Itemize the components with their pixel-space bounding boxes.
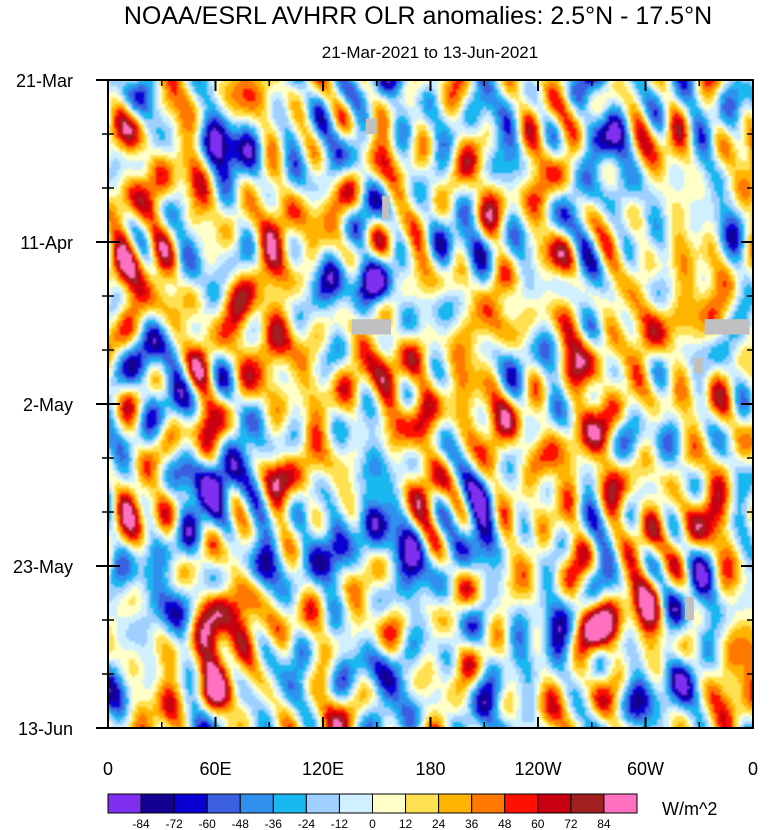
colorbar-swatch [173, 793, 208, 814]
colorbar-swatch [272, 793, 307, 814]
colorbar-swatch [471, 793, 506, 814]
colorbar-level-label: 0 [369, 817, 376, 830]
colorbar-level-label: -72 [165, 817, 183, 830]
y-tick-label: 23-May [13, 557, 73, 577]
colorbar-swatch [140, 793, 175, 814]
colorbar-swatch [504, 793, 539, 814]
y-tick-label: 2-May [23, 395, 73, 415]
colorbar-swatch [438, 793, 473, 814]
colorbar-level-label: 24 [432, 817, 446, 830]
colorbar-level-label: 72 [564, 817, 578, 830]
x-tick-label: 0 [103, 759, 113, 779]
x-tick-label: 0 [748, 759, 758, 779]
chart-subtitle: 21-Mar-2021 to 13-Jun-2021 [322, 43, 538, 62]
heatmap-image [108, 80, 753, 728]
colorbar-level-label: -24 [298, 817, 316, 830]
colorbar-level-label: 84 [597, 817, 611, 830]
x-tick-label: 60W [627, 759, 664, 779]
colorbar-level-label: 48 [498, 817, 512, 830]
colorbar-level-label: 36 [465, 817, 479, 830]
colorbar-units: W/m^2 [662, 799, 717, 819]
missing-data-patch [693, 357, 703, 374]
colorbar-level-label: -48 [232, 817, 250, 830]
chart-title: NOAA/ESRL AVHRR OLR anomalies: 2.5°N - 1… [124, 2, 712, 30]
y-tick-label: 21-Mar [16, 71, 73, 91]
x-tick-label: 180 [415, 759, 445, 779]
y-axis-labels: 21-Mar 11-Apr 2-May 23-May 13-Jun [13, 71, 73, 739]
missing-data-patch [351, 319, 392, 335]
x-tick-label: 120W [514, 759, 561, 779]
colorbar-level-label: -60 [199, 817, 217, 830]
colorbar-swatch [405, 793, 440, 814]
x-axis-labels: 0 60E 120E 180 120W 60W 0 [103, 759, 758, 779]
colorbar-swatch [603, 793, 638, 814]
colorbar-level-label: -84 [132, 817, 150, 830]
y-tick-label: 11-Apr [20, 233, 73, 253]
x-tick-label: 120E [302, 759, 344, 779]
colorbar-level-label: 12 [399, 817, 413, 830]
heatmap-field [108, 80, 753, 728]
x-tick-label: 60E [199, 759, 231, 779]
axis-ticks [96, 79, 754, 729]
colorbar-swatch [570, 793, 605, 814]
colorbar-swatch [107, 793, 142, 814]
colorbar-swatch [206, 793, 241, 814]
colorbar-swatch [305, 793, 340, 814]
colorbar: -84 -72 -60 -48 -36 -24 -12 0 12 24 36 48 60 72 84 [107, 793, 638, 830]
missing-data-patch [382, 195, 390, 219]
missing-data-patch [704, 319, 750, 335]
colorbar-swatch [372, 793, 407, 814]
missing-data-layer [351, 118, 750, 620]
colorbar-swatch [537, 793, 572, 814]
colorbar-level-label: -12 [331, 817, 349, 830]
colorbar-swatch [338, 793, 373, 814]
missing-data-patch [366, 118, 377, 134]
missing-data-patch [684, 596, 694, 620]
colorbar-level-label: -36 [265, 817, 283, 830]
y-tick-label: 13-Jun [18, 719, 73, 739]
colorbar-level-label: 60 [531, 817, 545, 830]
colorbar-swatch [239, 793, 274, 814]
